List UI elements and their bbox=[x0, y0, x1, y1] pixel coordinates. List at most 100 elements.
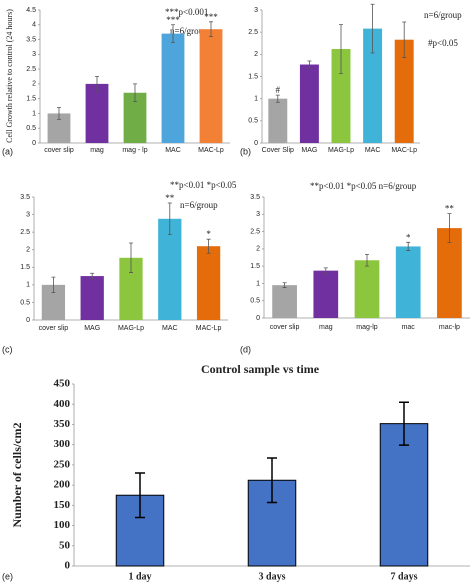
y-tick-label: 300 bbox=[54, 438, 71, 450]
x-tick-label: Cover Slip bbox=[262, 147, 294, 154]
y-tick-label: 0.5 bbox=[250, 298, 260, 305]
error-bar bbox=[402, 21, 407, 58]
error-bar bbox=[267, 457, 277, 504]
bar-annotation: # bbox=[276, 85, 281, 95]
y-tick-label: 3.5 bbox=[20, 194, 30, 201]
y-tick-label: 200 bbox=[54, 479, 71, 491]
y-tick-label: 1 bbox=[256, 280, 260, 287]
annotation: **p<0.01 *p<0.05 bbox=[170, 180, 237, 190]
error-bar bbox=[90, 272, 95, 280]
y-tick-label: 150 bbox=[54, 499, 71, 511]
y-tick-label: 0 bbox=[256, 315, 260, 322]
error-bar bbox=[275, 94, 280, 103]
bar bbox=[395, 246, 421, 318]
error-bar bbox=[339, 24, 343, 74]
error-bar bbox=[447, 213, 452, 244]
x-tick-label: MAC-Lp bbox=[198, 147, 224, 154]
error-bar bbox=[135, 472, 145, 519]
bar bbox=[119, 257, 143, 320]
error-bar bbox=[57, 107, 61, 120]
y-tick-label: 2.5 bbox=[248, 29, 258, 36]
x-tick-label: MAC-Lp bbox=[391, 147, 417, 154]
x-tick-label: MAC bbox=[365, 147, 381, 154]
y-tick-label: 2 bbox=[26, 247, 30, 254]
x-tick-label: MAC-Lp bbox=[196, 325, 222, 332]
y-tick-label: 2.5 bbox=[26, 66, 36, 73]
bar bbox=[437, 228, 462, 318]
bar bbox=[161, 33, 185, 144]
annotation: **p<0.01 *p<0.05 n=6/group bbox=[310, 181, 417, 191]
bar bbox=[41, 284, 66, 320]
bar-annotation: * bbox=[206, 229, 211, 239]
x-tick-label: mag bbox=[90, 147, 104, 154]
y-tick-label: 4 bbox=[32, 22, 36, 29]
error-bar bbox=[209, 21, 213, 37]
annotation: n=6/group bbox=[180, 200, 218, 210]
error-bar bbox=[406, 241, 411, 251]
x-tick-label: MAC bbox=[165, 147, 181, 154]
y-tick-label: 2 bbox=[254, 51, 258, 58]
annotation: ***p<0.001 bbox=[165, 7, 208, 17]
x-tick-label: 3 days bbox=[259, 571, 286, 582]
error-bar bbox=[323, 267, 328, 274]
error-bar bbox=[51, 276, 56, 293]
y-tick-label: 0 bbox=[26, 317, 30, 324]
error-bar bbox=[399, 401, 409, 446]
y-tick-label: 350 bbox=[54, 418, 71, 430]
bar bbox=[85, 83, 109, 143]
bar bbox=[47, 113, 71, 143]
annotation: #p<0.05 bbox=[428, 38, 458, 48]
y-tick-label: 2 bbox=[32, 81, 36, 88]
y-tick-label: 100 bbox=[54, 519, 71, 531]
error-bar bbox=[167, 202, 172, 236]
x-tick-label: 1 day bbox=[128, 571, 151, 582]
error-bar bbox=[171, 24, 175, 43]
y-tick-label: 2 bbox=[256, 246, 260, 253]
chart-title: Control sample vs time bbox=[201, 362, 320, 376]
bar bbox=[268, 98, 288, 143]
x-tick-label: MAG-Lp bbox=[328, 147, 354, 154]
x-tick-label: mag bbox=[319, 324, 333, 331]
y-tick-label: 0 bbox=[65, 560, 71, 572]
x-tick-label: cover slip bbox=[39, 325, 69, 332]
error-bar bbox=[282, 282, 287, 288]
bar-annotation: ** bbox=[445, 204, 455, 214]
y-tick-label: 1.5 bbox=[20, 264, 30, 271]
bar bbox=[363, 28, 383, 143]
y-tick-label: 3 bbox=[32, 51, 36, 58]
bar bbox=[158, 218, 182, 320]
annotation: n=6/group bbox=[424, 10, 462, 20]
bar-annotation: *** bbox=[204, 12, 218, 22]
annotation: n=6/group bbox=[170, 26, 208, 36]
y-tick-label: 1.5 bbox=[248, 73, 258, 80]
bar bbox=[272, 285, 297, 318]
error-bar bbox=[307, 60, 312, 69]
y-tick-label: 2.5 bbox=[250, 228, 260, 235]
y-tick-label: 3.5 bbox=[26, 36, 36, 43]
y-tick-label: 0.5 bbox=[248, 118, 258, 125]
x-tick-label: mac-lp bbox=[439, 324, 460, 331]
error-bar bbox=[133, 83, 137, 103]
y-tick-label: 0.5 bbox=[26, 125, 36, 132]
panel-label: (c) bbox=[2, 344, 13, 354]
x-tick-label: MAG bbox=[301, 147, 317, 154]
y-tick-label: 3 bbox=[26, 211, 30, 218]
y-tick-label: 1 bbox=[254, 96, 258, 103]
y-tick-label: 250 bbox=[54, 458, 71, 470]
error-bar bbox=[370, 3, 375, 54]
y-tick-label: 400 bbox=[54, 398, 71, 410]
x-tick-label: 7 days bbox=[391, 571, 418, 582]
y-tick-label: 4.5 bbox=[26, 7, 36, 14]
panel-label: (b) bbox=[240, 146, 251, 156]
y-tick-label: 1.5 bbox=[26, 96, 36, 103]
y-tick-label: 3 bbox=[254, 7, 258, 14]
x-tick-label: MAC bbox=[162, 325, 178, 332]
bar bbox=[354, 260, 380, 318]
panel-label: (e) bbox=[2, 571, 13, 581]
y-tick-label: 1.5 bbox=[250, 263, 260, 270]
y-tick-label: 450 bbox=[54, 378, 71, 390]
x-tick-label: mag-lp bbox=[356, 324, 378, 331]
x-tick-label: MAG-Lp bbox=[118, 325, 144, 332]
bar bbox=[394, 39, 414, 143]
